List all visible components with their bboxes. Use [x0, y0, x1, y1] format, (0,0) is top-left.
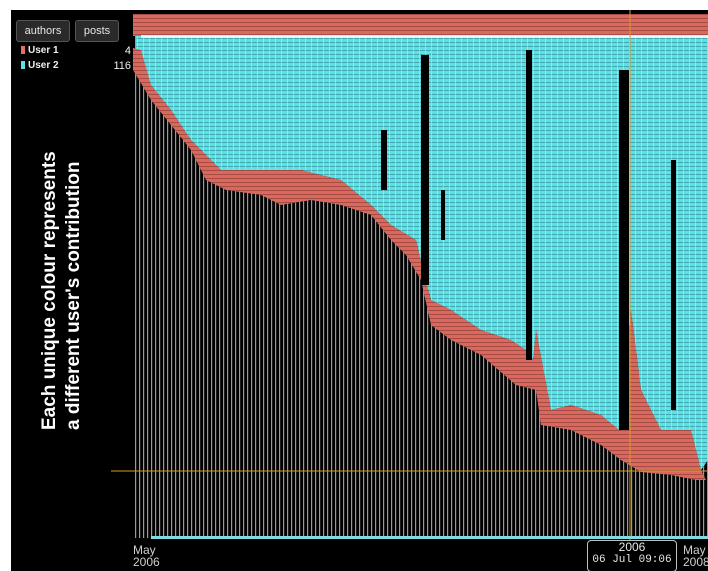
user2-swatch — [21, 61, 25, 70]
authors-tab[interactable]: authors — [16, 20, 70, 42]
legend-user2-count: 116 — [113, 60, 131, 72]
axis-start-year: 2006 — [133, 555, 160, 569]
user1-swatch — [21, 46, 25, 55]
axis-end-month: May — [683, 543, 706, 557]
history-flow-canvas[interactable]: authors posts User 1 4 User 2 116 Each u… — [11, 10, 708, 571]
top-dotted-line — [141, 35, 708, 38]
side-caption: Each unique colour represents a differen… — [17, 80, 121, 460]
posts-tab[interactable]: posts — [75, 20, 119, 42]
legend-user1-count: 4 — [124, 45, 131, 57]
cursor-timestamp: 2006 06 Jul 09:06 — [587, 540, 677, 571]
legend-item-user1[interactable]: User 1 4 — [21, 45, 131, 57]
legend-user1-label: User 1 — [28, 45, 59, 56]
deleted-text-gaps — [381, 50, 676, 430]
user1-contribution-band[interactable] — [133, 48, 706, 480]
contribution-flow-chart[interactable] — [11, 10, 708, 571]
caption-line-1: Each unique colour represents — [39, 151, 60, 430]
user1-top-band — [133, 14, 708, 36]
cursor-year: 2006 — [618, 540, 646, 554]
axis-end-label: May 2008 — [683, 544, 708, 568]
cursor-time: 06 Jul 09:06 — [592, 554, 672, 566]
legend-user2-label: User 2 — [28, 60, 59, 71]
caption-line-2: a different user's contribution — [63, 162, 84, 430]
axis-end-year: 2008 — [683, 555, 708, 569]
legend-item-user2[interactable]: User 2 116 — [21, 60, 131, 72]
axis-start-month: May — [133, 543, 156, 557]
timeline-scrubber[interactable] — [151, 536, 708, 539]
axis-start-label: May 2006 — [133, 544, 160, 568]
